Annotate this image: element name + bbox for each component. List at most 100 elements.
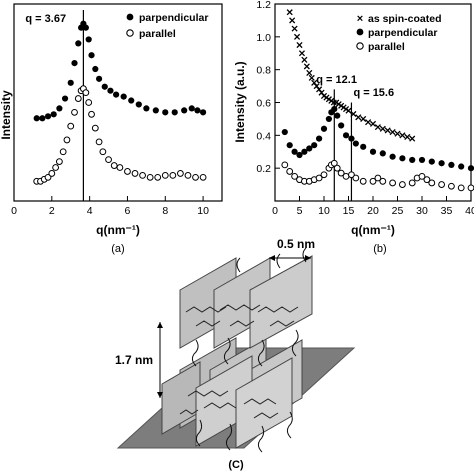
plot-b-point-parallel (428, 179, 436, 187)
plot-a-point-parallel (67, 122, 75, 130)
plot-b-point-parpendicular (458, 163, 465, 170)
lower-layer (161, 337, 303, 453)
plot-a-point-parallel (161, 171, 169, 179)
plot-b-point-parpendicular (311, 142, 318, 149)
plot-a-point-parpendicular (171, 109, 178, 116)
plot-a-point-parallel (116, 164, 124, 171)
plot-b-point-parpendicular (360, 143, 367, 150)
plot-a-point-parpendicular (128, 97, 135, 104)
plot-b-point-parallel (286, 168, 294, 175)
plot-a-point-parallel (124, 168, 131, 175)
plot-a-point-parallel (52, 164, 59, 171)
plot-b-point-as-spin-coated (374, 124, 381, 131)
plot-b-point-parallel (379, 177, 387, 185)
plot-b-point-as-spin-coated (355, 114, 362, 121)
plot-b-point-parpendicular (291, 148, 298, 155)
legend-b-filled-marker (356, 28, 364, 36)
plot-a-point-parpendicular (95, 75, 103, 82)
plot-a-xlabel: q(nm⁻¹) (96, 223, 140, 237)
plot-b-point-as-spin-coated (360, 115, 367, 122)
plot-b-point-parpendicular (467, 165, 474, 172)
plot-a-point-parpendicular (135, 101, 142, 108)
plot-b-point-as-spin-coated (306, 69, 313, 77)
upper-alkyl-chains (191, 247, 307, 367)
plot-a-point-parallel (85, 99, 93, 106)
plot-a-point-parpendicular (88, 52, 95, 59)
plot-b-point-as-spin-coated (301, 56, 308, 63)
plot-a-point-parallel (131, 170, 139, 177)
plot-a-point-parallel (146, 173, 154, 181)
plot-b-point-parallel (369, 177, 377, 185)
plot-b-ytick-label: 1.0 (256, 32, 271, 44)
plot-b-point-parpendicular (448, 161, 455, 168)
plot-b-ytick-label: 0.4 (256, 130, 271, 142)
plot-b-point-parpendicular (409, 156, 416, 164)
plot-b-annotation-2: q = 15.6 (353, 87, 394, 99)
plot-a-point-parallel (105, 156, 112, 164)
plot-b-legend: × as spin-coated parpendicular parallel (356, 13, 442, 53)
plot-b-ytick-label: 0.2 (256, 163, 271, 175)
plot-a-xtick-label: 6 (125, 205, 131, 217)
legend-a-label-1: parpendicular (139, 12, 208, 24)
plot-a-point-parpendicular (194, 107, 201, 114)
plot-b-point-parpendicular (306, 145, 313, 152)
plot-b-point-as-spin-coated (308, 74, 315, 81)
plot-a-xtick-label: 4 (87, 205, 93, 217)
panel-a: Intensity 0 2 4 6 8 10 q = 3.67 parpendicular… (0, 3, 223, 255)
plot-a-point-parpendicular (120, 93, 127, 100)
plot-a-point-parallel (44, 173, 52, 181)
plot-b-point-parallel (291, 172, 299, 180)
plot-b-point-parpendicular (369, 148, 377, 155)
plot-b-point-parallel (320, 171, 328, 179)
plot-a-point-parpendicular (44, 113, 52, 120)
plot-b-point-as-spin-coated (303, 63, 310, 70)
plot-a-point-parallel (48, 170, 56, 177)
plot-a-point-parpendicular (71, 60, 78, 67)
plot-b-point-as-spin-coated (389, 128, 396, 136)
plot-b-point-as-spin-coated (345, 107, 352, 114)
plot-b-point-as-spin-coated (291, 25, 298, 32)
plot-b-ticks: 0 5 10 15 20 25 30 35 40 0.2 0.4 0.6 0.8 1.0 1.2 (256, 0, 474, 217)
plot-a-annotation: q = 3.67 (25, 13, 66, 25)
plot-b-point-parpendicular (342, 132, 350, 139)
plot-b-point-parpendicular (296, 151, 303, 159)
plot-a-point-parpendicular (181, 107, 188, 114)
plot-b-point-parallel (438, 181, 446, 188)
plot-b-point-as-spin-coated (409, 135, 416, 142)
plot-a-point-parpendicular (152, 107, 159, 114)
plot-a-point-parpendicular (85, 36, 92, 43)
molecular-packing-diagram: 0.5 nm 1.7 nm (C) (115, 237, 356, 471)
plot-a-point-parpendicular (33, 115, 40, 122)
plot-b-point-as-spin-coated (384, 127, 391, 134)
plot-b-point-parallel (408, 179, 416, 187)
plot-b-point-parpendicular (418, 156, 426, 164)
plot-a-point-parpendicular (56, 105, 63, 112)
plot-a-point-parallel (95, 138, 103, 146)
plot-b-xtick-label: 20 (367, 205, 379, 217)
plot-a-point-parallel (74, 95, 82, 102)
plot-a-point-parpendicular (82, 24, 89, 31)
plot-b-point-parpendicular (286, 142, 293, 149)
plot-a-point-parallel (192, 173, 199, 181)
plot-a-frame (13, 3, 223, 202)
plot-b-point-parallel (337, 169, 345, 177)
plot-a-point-parpendicular (188, 105, 195, 112)
plot-a-point-parpendicular (113, 91, 120, 98)
plot-a-point-parallel (199, 173, 207, 181)
plot-a-point-parpendicular (101, 83, 108, 90)
plot-b-point-parpendicular (389, 153, 396, 160)
plot-b-point-parallel (423, 176, 431, 184)
legend-a-filled-marker (126, 13, 134, 21)
plot-b-point-as-spin-coated (330, 99, 337, 106)
legend-b-label-1: as spin-coated (368, 13, 442, 25)
plot-b-point-parpendicular (348, 135, 355, 142)
plot-b-ytick-label: 0.8 (256, 65, 271, 77)
plot-b-point-parallel (399, 181, 406, 188)
plot-a-point-parallel (139, 171, 146, 179)
legend-b-label-2: parpendicular (368, 27, 437, 39)
plot-a-point-parallel (177, 170, 184, 177)
panel-b: Intensity (a.u.) 0 5 10 15 20 25 30 35 400.20.40… (233, 0, 474, 255)
plot-b-point-parallel (374, 174, 382, 182)
legend-a-open-marker (126, 29, 134, 37)
legend-b-label-3: parallel (368, 41, 405, 53)
